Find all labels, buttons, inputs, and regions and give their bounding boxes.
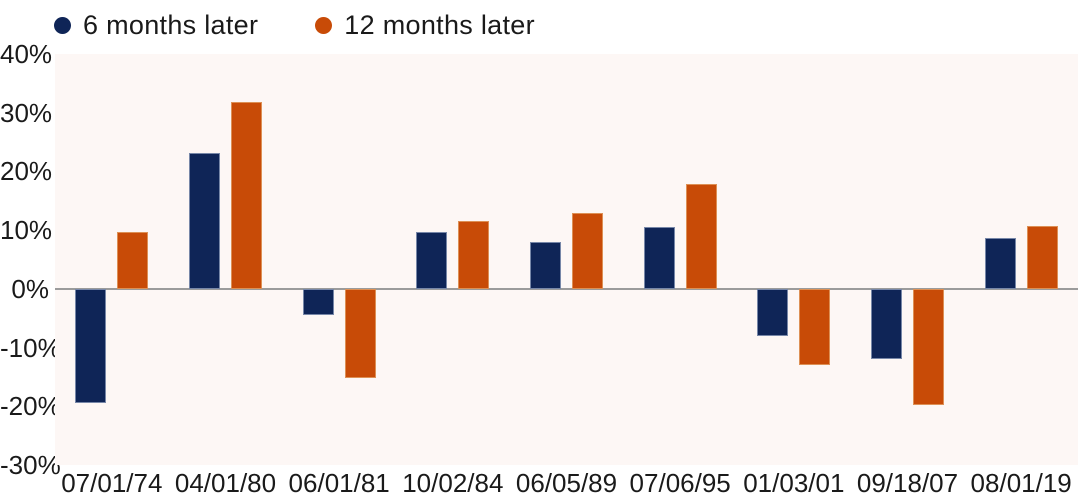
x-tick-label: 06/05/89 xyxy=(515,468,618,498)
x-tick-label: 07/01/74 xyxy=(61,468,163,498)
y-tick-label: 0% xyxy=(11,273,49,304)
bar-6-months xyxy=(530,241,561,289)
legend-label-6-months: 6 months later xyxy=(83,10,259,40)
legend-dot-6-months-icon xyxy=(54,17,71,34)
bar-12-months xyxy=(685,184,717,289)
x-tick-label: 07/06/95 xyxy=(629,468,731,498)
bar-6-months xyxy=(643,226,675,289)
y-tick-label: -30% xyxy=(0,450,61,480)
bar-12-months xyxy=(117,231,149,289)
bar-6-months xyxy=(416,232,448,289)
x-tick-label: 04/01/80 xyxy=(174,468,277,498)
bar-12-months xyxy=(458,220,490,289)
bar-6-months xyxy=(984,237,1016,289)
zero-gridline xyxy=(55,287,1078,290)
bar-6-months xyxy=(75,288,107,403)
y-tick-label: 20% xyxy=(0,156,53,187)
x-tick-label: 10/02/84 xyxy=(402,468,504,498)
bar-6-months xyxy=(189,152,220,289)
bar-6-months xyxy=(757,288,789,336)
chart-legend: 6 months later 12 months later xyxy=(54,10,535,41)
bar-12-months xyxy=(913,288,944,406)
legend-item-12-months: 12 months later xyxy=(315,10,535,41)
plot-area xyxy=(55,54,1078,465)
y-tick-label: 40% xyxy=(0,39,53,69)
bar-6-months xyxy=(871,288,902,359)
x-tick-label: 08/01/19 xyxy=(970,468,1072,498)
x-tick-label: 01/03/01 xyxy=(743,468,845,498)
legend-dot-12-months-icon xyxy=(315,17,333,34)
legend-item-6-months: 6 months later xyxy=(54,10,258,41)
y-tick-label: -10% xyxy=(0,332,61,363)
y-tick-label: 10% xyxy=(0,215,53,246)
y-tick-label: -20% xyxy=(0,391,61,422)
legend-label-12-months: 12 months later xyxy=(344,10,535,40)
bar-12-months xyxy=(344,288,376,379)
bar-12-months xyxy=(572,212,603,289)
x-tick-label: 09/18/07 xyxy=(856,468,959,498)
y-tick-label: 30% xyxy=(0,97,53,128)
bar-12-months xyxy=(231,101,262,289)
bar-12-months xyxy=(799,288,831,365)
x-tick-label: 06/01/81 xyxy=(288,468,390,498)
bar-12-months xyxy=(1026,226,1058,289)
bar-6-months xyxy=(302,288,334,315)
